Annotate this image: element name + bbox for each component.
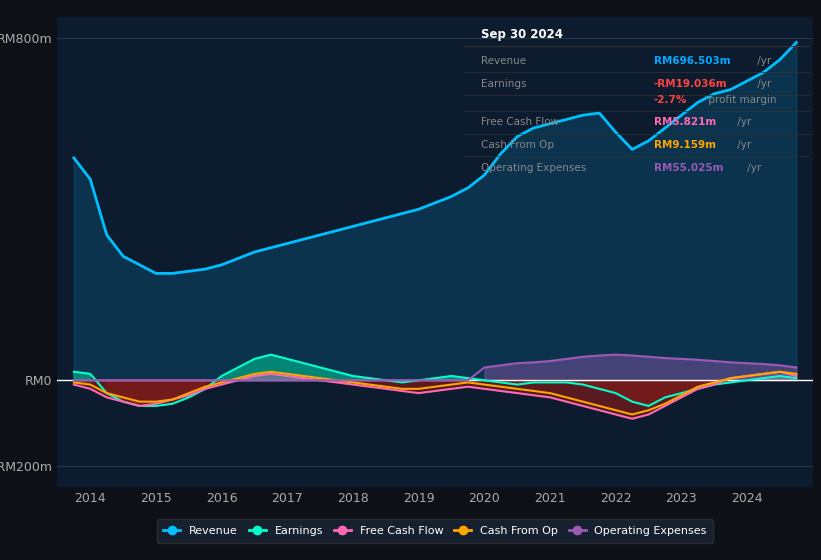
Text: Cash From Op: Cash From Op xyxy=(481,140,554,150)
Text: /yr: /yr xyxy=(734,140,751,150)
Text: Sep 30 2024: Sep 30 2024 xyxy=(481,28,563,41)
Text: /yr: /yr xyxy=(734,118,751,128)
Text: Free Cash Flow: Free Cash Flow xyxy=(481,118,559,128)
Text: RM5.821m: RM5.821m xyxy=(654,118,716,128)
Text: Operating Expenses: Operating Expenses xyxy=(481,163,586,173)
Text: /yr: /yr xyxy=(754,78,771,88)
Legend: Revenue, Earnings, Free Cash Flow, Cash From Op, Operating Expenses: Revenue, Earnings, Free Cash Flow, Cash … xyxy=(157,519,713,543)
Text: RM696.503m: RM696.503m xyxy=(654,56,730,66)
Text: /yr: /yr xyxy=(754,56,771,66)
Text: Revenue: Revenue xyxy=(481,56,526,66)
Text: profit margin: profit margin xyxy=(705,95,777,105)
Text: RM9.159m: RM9.159m xyxy=(654,140,716,150)
Text: -2.7%: -2.7% xyxy=(654,95,687,105)
Text: RM55.025m: RM55.025m xyxy=(654,163,723,173)
Text: Earnings: Earnings xyxy=(481,78,526,88)
Text: /yr: /yr xyxy=(744,163,761,173)
Text: -RM19.036m: -RM19.036m xyxy=(654,78,727,88)
